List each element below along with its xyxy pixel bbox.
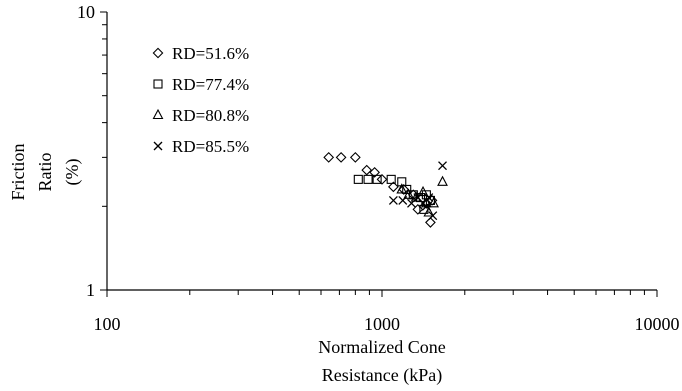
data-point	[403, 188, 415, 199]
data-point	[428, 197, 439, 208]
data-point	[398, 184, 410, 195]
legend-marker	[153, 141, 163, 151]
legend-label: RD=77.4%	[172, 75, 249, 94]
data-point	[417, 185, 429, 197]
legend-marker	[152, 108, 164, 120]
data-point	[372, 174, 382, 184]
data-point	[386, 174, 396, 184]
legend-entry: RD=80.8%	[152, 106, 249, 125]
x-marker-stroke	[421, 201, 431, 211]
data-point	[353, 174, 363, 184]
x-marker-stroke	[398, 195, 408, 205]
data-point	[424, 193, 434, 203]
series-2	[353, 174, 435, 214]
legend-entry: RD=85.5%	[153, 137, 249, 156]
x-tick-label: 1000	[364, 314, 400, 334]
y-axis-title: Friction Ratio (%)	[8, 144, 83, 201]
x-tick-label: 100	[94, 314, 121, 334]
y-tick-label: 1	[86, 280, 95, 300]
data-points	[323, 151, 448, 228]
x-marker-stroke	[438, 161, 447, 171]
data-point	[388, 181, 399, 193]
legend-label: RD=51.6%	[172, 44, 249, 63]
data-point	[363, 174, 373, 184]
data-point	[388, 195, 398, 205]
legend: RD=51.6% RD=77.4% RD=80.8% RD=85.5%	[152, 44, 249, 156]
data-point	[361, 164, 373, 176]
x-marker-stroke	[413, 193, 423, 203]
data-point	[323, 151, 335, 163]
x-marker-stroke	[428, 211, 438, 221]
data-point	[428, 211, 438, 221]
x-tick-label: 10000	[635, 314, 680, 334]
legend-marker	[152, 47, 164, 59]
y-tick-label: 10	[77, 2, 95, 22]
legend-label: RD=80.8%	[172, 106, 249, 125]
x-marker-stroke	[388, 195, 398, 205]
data-point	[412, 203, 424, 215]
data-point	[421, 201, 431, 211]
legend-entry: RD=77.4%	[153, 75, 249, 94]
legend-label: RD=85.5%	[172, 137, 249, 156]
data-point	[398, 195, 408, 205]
data-point	[335, 151, 347, 163]
series-4	[388, 161, 447, 221]
data-point	[349, 151, 361, 163]
legend-marker	[153, 79, 163, 89]
data-point	[438, 161, 447, 171]
x-marker-stroke	[424, 193, 434, 203]
data-point	[425, 217, 436, 228]
data-point	[423, 206, 435, 217]
legend-entry: RD=51.6%	[152, 44, 249, 63]
data-point	[376, 173, 388, 185]
data-point	[397, 177, 407, 187]
x-marker-stroke	[153, 141, 163, 151]
series-1	[323, 151, 438, 228]
ticks: 100 1000 10000 1 10	[77, 2, 680, 334]
data-point	[396, 183, 408, 194]
x-axis-title: Normalized Cone Resistance (kPa)	[318, 337, 445, 386]
data-point	[437, 175, 448, 186]
data-point	[369, 166, 380, 178]
